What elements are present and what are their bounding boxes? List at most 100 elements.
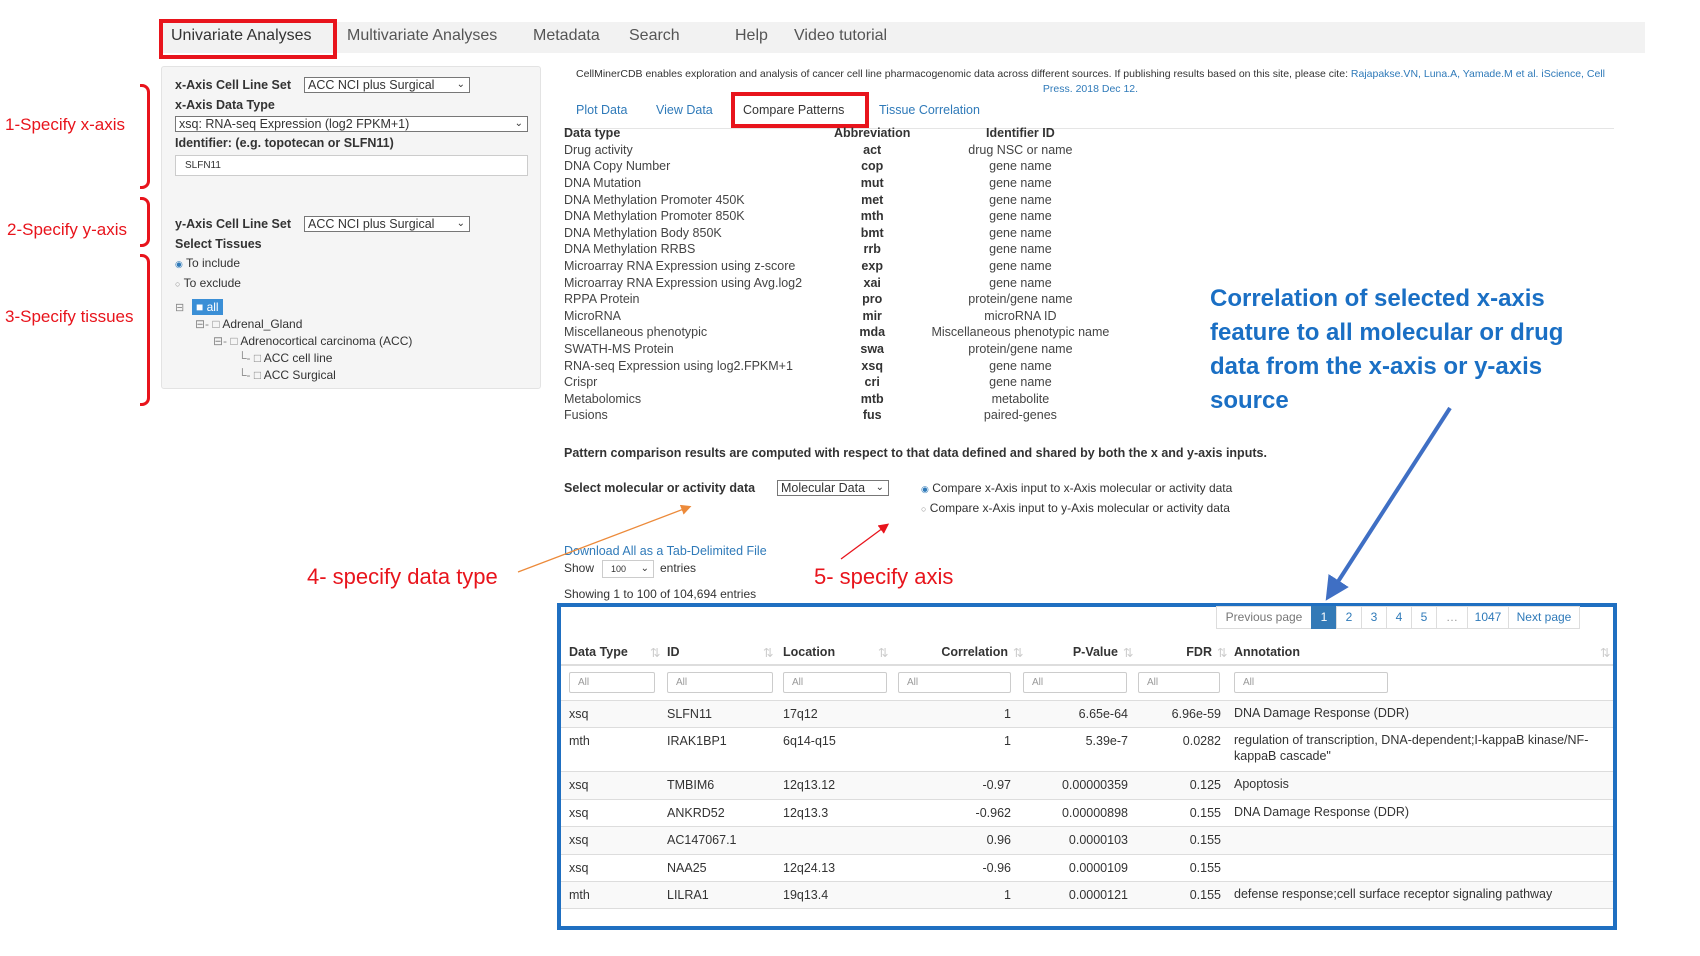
- citation: CellMinerCDB enables exploration and ana…: [568, 67, 1613, 97]
- column-filter-input[interactable]: All: [1023, 672, 1127, 693]
- nav-metadata[interactable]: Metadata: [533, 27, 600, 44]
- radio-compare-x[interactable]: ◉ Compare x-Axis input to x-Axis molecul…: [921, 481, 1232, 495]
- sort-icon[interactable]: ⇅: [763, 646, 774, 660]
- tree-node-surgical[interactable]: └- □ ACC Surgical: [238, 368, 336, 382]
- data-type-name: Microarray RNA Expression using Avg.log2: [564, 275, 803, 290]
- cell-id: TMBIM6: [667, 778, 715, 792]
- column-filter-input[interactable]: All: [783, 672, 887, 693]
- data-type-abbr: mth: [860, 209, 884, 224]
- radio-unchecked-icon: ○: [921, 504, 927, 514]
- x-cellset-select[interactable]: ACC NCI plus Surgical ⌄: [304, 77, 470, 93]
- table-row[interactable]: xsq SLFN11 17q12 1 6.65e-64 6.96e-59 DNA Damag…: [561, 700, 1613, 727]
- nav-multivariate[interactable]: Multivariate Analyses: [347, 27, 498, 44]
- table-row[interactable]: mth IRAK1BP1 6q14-q15 1 5.39e-7 0.0282 regulat…: [561, 727, 1613, 771]
- annotation-line: feature to all molecular or drug: [1210, 319, 1564, 346]
- tab-view-data[interactable]: View Data: [656, 103, 713, 117]
- data-type-abbr: xai: [863, 275, 881, 290]
- x-datatype-select[interactable]: xsq: RNA-seq Expression (log2 FPKM+1) ⌄: [175, 116, 528, 132]
- sort-icon[interactable]: ⇅: [650, 646, 661, 660]
- input-panel: x-Axis Cell Line Set ACC NCI plus Surgic…: [161, 66, 541, 389]
- data-type-name: MicroRNA: [564, 308, 621, 323]
- cell-fdr: 0.155: [1189, 861, 1221, 875]
- column-header[interactable]: Correlation: [941, 645, 1008, 659]
- column-filter-input[interactable]: All: [1234, 672, 1388, 693]
- table-bottom-border: [561, 908, 1613, 909]
- tree-node-cellline[interactable]: └- □ ACC cell line: [238, 351, 332, 365]
- top-nav: Univariate Analyses Multivariate Analyse…: [159, 22, 1645, 53]
- cell-location: 17q12: [783, 707, 818, 721]
- column-filter-input[interactable]: All: [569, 672, 655, 693]
- data-type-identifier: metabolite: [991, 391, 1050, 406]
- page-button[interactable]: 5: [1411, 606, 1437, 629]
- tab-plot-data[interactable]: Plot Data: [576, 103, 628, 117]
- cell-fdr: 6.96e-59: [1171, 707, 1221, 721]
- column-filter-input[interactable]: All: [667, 672, 773, 693]
- include-radio[interactable]: ◉ To include: [175, 256, 240, 270]
- data-type-row: Miscellaneous phenotypic mda Miscellaneous…: [564, 324, 1130, 341]
- arrow-axis: [840, 523, 890, 560]
- nav-help[interactable]: Help: [735, 27, 768, 44]
- data-type-row: Drug activity act drug NSC or name: [564, 142, 1130, 159]
- sort-icon[interactable]: ⇅: [1013, 646, 1024, 660]
- column-header[interactable]: Location: [783, 645, 836, 659]
- tree-node-adrenal[interactable]: ⊟- □ Adrenal_Gland: [195, 317, 302, 331]
- highlight-box-compare-patterns: [731, 92, 869, 128]
- cell-data-type: xsq: [569, 778, 589, 792]
- data-type-identifier: gene name: [989, 358, 1052, 373]
- column-header[interactable]: Data Type: [569, 645, 628, 659]
- tree-node-acc[interactable]: ⊟- □ Adrenocortical carcinoma (ACC): [213, 334, 412, 348]
- column-header[interactable]: Annotation: [1234, 645, 1300, 659]
- column-header[interactable]: ID: [667, 645, 680, 659]
- radio-compare-y-label: Compare x-Axis input to y-Axis molecular…: [929, 501, 1230, 515]
- table-row[interactable]: xsq TMBIM6 12q13.12 -0.97 0.00000359 0.125 Apo…: [561, 771, 1613, 799]
- page-button[interactable]: 3: [1361, 606, 1387, 629]
- tab-compare-patterns[interactable]: Compare Patterns: [743, 103, 845, 117]
- column-header[interactable]: P-Value: [1072, 645, 1118, 659]
- column-filter-input[interactable]: All: [898, 672, 1011, 693]
- data-type-abbr: mir: [862, 308, 882, 323]
- cell-location: 12q13.3: [783, 806, 829, 820]
- y-cellset-label: y-Axis Cell Line Set: [175, 217, 292, 231]
- table-row[interactable]: xsq AC147067.1 0.96 0.0000103 0.155: [561, 826, 1613, 854]
- exclude-radio[interactable]: ○ To exclude: [175, 276, 241, 290]
- table-row[interactable]: mth LILRA1 19q13.4 1 0.0000121 0.155 defense r…: [561, 881, 1613, 908]
- nav-univariate[interactable]: Univariate Analyses: [171, 27, 312, 44]
- download-link[interactable]: Download All as a Tab-Delimited File: [564, 544, 767, 558]
- data-type-abbr: cop: [861, 159, 884, 174]
- y-cellset-select[interactable]: ACC NCI plus Surgical ⌄: [304, 216, 470, 232]
- table-row[interactable]: xsq NAA25 12q24.13 -0.96 0.0000109 0.155: [561, 854, 1613, 881]
- citation-link[interactable]: Rajapakse.VN, Luna.A, Yamade.M et al. iS…: [1042, 68, 1605, 95]
- next-page-button[interactable]: Next page: [1508, 606, 1580, 629]
- collapse-icon[interactable]: ⊟: [175, 302, 185, 314]
- sort-icon[interactable]: ⇅: [1600, 646, 1611, 660]
- showing-count: Showing 1 to 100 of 104,694 entries: [564, 587, 757, 601]
- page-button[interactable]: 1: [1311, 606, 1337, 629]
- tab-tissue-correlation[interactable]: Tissue Correlation: [879, 103, 980, 117]
- cell-data-type: xsq: [569, 806, 589, 820]
- show-entries-select[interactable]: 100 ⌄: [602, 560, 654, 578]
- previous-page-button[interactable]: Previous page: [1216, 606, 1312, 629]
- cell-p-value: 0.0000103: [1068, 833, 1128, 847]
- brace-y-axis: [140, 197, 150, 247]
- page-button[interactable]: 1047: [1467, 606, 1509, 629]
- tree-label: all: [206, 300, 219, 314]
- column-header[interactable]: FDR: [1186, 645, 1212, 659]
- nav-search[interactable]: Search: [629, 27, 680, 44]
- sort-icon[interactable]: ⇅: [1217, 646, 1228, 660]
- table-row[interactable]: xsq ANKRD52 12q13.3 -0.962 0.00000898 0.155 DN…: [561, 799, 1613, 826]
- sort-icon[interactable]: ⇅: [1123, 646, 1134, 660]
- data-type-name: Microarray RNA Expression using z-score: [564, 259, 796, 274]
- data-type-abbr: mda: [859, 325, 886, 340]
- select-data-dropdown[interactable]: Molecular Data ⌄: [777, 480, 889, 496]
- data-type-identifier: drug NSC or name: [968, 142, 1073, 157]
- sort-icon[interactable]: ⇅: [878, 646, 889, 660]
- nav-video-tutorial[interactable]: Video tutorial: [794, 27, 888, 44]
- tree-node-all[interactable]: ■ all: [192, 299, 223, 315]
- annotation-line: data from the x-axis or y-axis: [1210, 353, 1543, 380]
- radio-compare-y[interactable]: ○ Compare x-Axis input to y-Axis molecul…: [921, 501, 1230, 515]
- identifier-input[interactable]: SLFN11: [175, 155, 528, 176]
- page-button[interactable]: 2: [1336, 606, 1362, 629]
- page-button[interactable]: 4: [1386, 606, 1412, 629]
- folder-icon: ⊟- □: [213, 334, 238, 348]
- column-filter-input[interactable]: All: [1138, 672, 1220, 693]
